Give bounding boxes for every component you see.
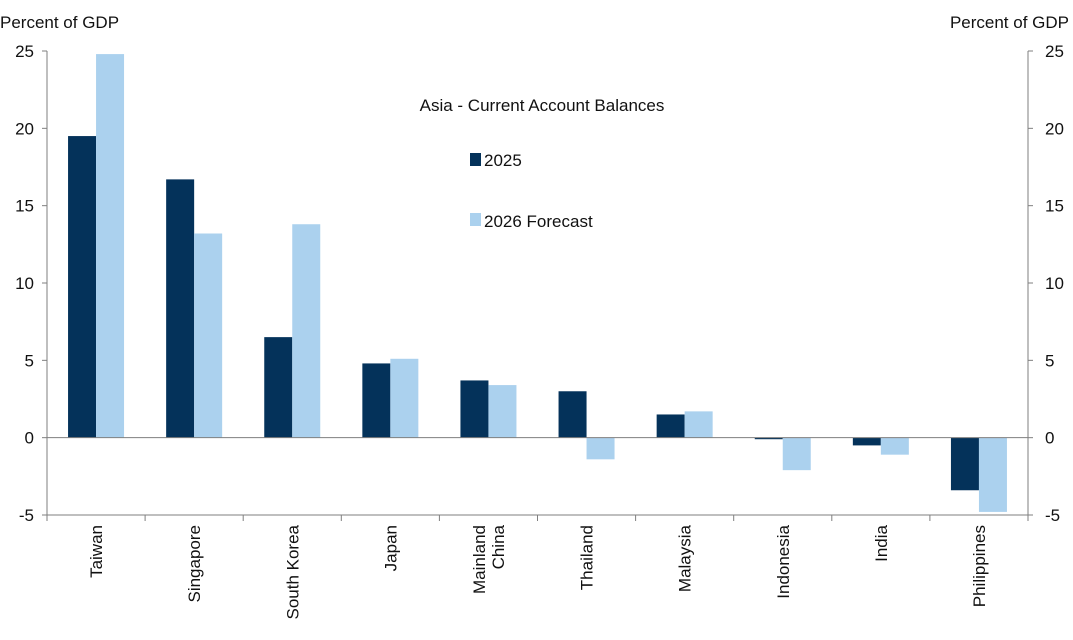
x-tick-label: India	[872, 524, 891, 561]
bar-2026-forecast	[488, 385, 517, 438]
right-y-axis: 25 20 15 10 5 0 -5	[1027, 42, 1064, 525]
bar-2026-forecast	[586, 437, 615, 460]
bar-2025	[362, 363, 391, 438]
right-tick-label: 20	[1045, 119, 1064, 138]
bar-2026-forecast	[390, 358, 419, 438]
left-tick-label: 15	[15, 197, 34, 216]
x-axis	[46, 437, 1029, 521]
left-tick-label: 5	[25, 351, 34, 370]
bar-2025	[754, 437, 783, 440]
legend-swatch-2026-forecast	[470, 213, 481, 226]
left-tick-label: 10	[15, 274, 34, 293]
bar-2025	[558, 391, 587, 438]
left-y-axis: 25 20 15 10 5 0 -5	[15, 42, 48, 525]
left-tick-label: -5	[19, 506, 34, 525]
bar-2025	[656, 414, 685, 438]
right-tick-label: -5	[1045, 506, 1060, 525]
x-tick-label: Indonesia	[774, 524, 793, 598]
right-tick-label: 25	[1045, 42, 1064, 61]
bar-2026-forecast	[194, 233, 223, 438]
x-tick-label: Taiwan	[87, 525, 106, 578]
right-tick-label: 0	[1045, 429, 1054, 448]
x-tick-label: Japan	[381, 525, 400, 571]
left-tick-label: 0	[25, 429, 34, 448]
chart-title: Asia - Current Account Balances	[420, 96, 665, 115]
x-tick-label: Philippines	[970, 525, 989, 607]
x-tick-label: South Korea	[283, 524, 302, 619]
x-tick-label: Malaysia	[676, 524, 695, 592]
bar-2026-forecast	[782, 437, 811, 471]
x-tick-label: Thailand	[578, 525, 597, 590]
right-tick-label: 15	[1045, 197, 1064, 216]
legend-label-2025: 2025	[484, 151, 522, 170]
left-axis-label: Percent of GDP	[0, 13, 119, 32]
x-tick-label: MainlandChina	[470, 524, 508, 594]
x-tick-label: Singapore	[185, 525, 204, 603]
bar-2026-forecast	[96, 54, 125, 438]
bar-2025	[950, 437, 979, 491]
bar-2025	[460, 380, 489, 438]
right-axis-label: Percent of GDP	[950, 13, 1069, 32]
bar-2025	[166, 179, 195, 438]
left-tick-label: 25	[15, 42, 34, 61]
bar-2026-forecast	[684, 411, 713, 438]
left-tick-label: 20	[15, 119, 34, 138]
right-tick-label: 5	[1045, 351, 1054, 370]
legend-swatch-2025	[470, 153, 481, 166]
bars	[68, 54, 1007, 512]
bar-2025	[68, 136, 97, 438]
bar-2025	[852, 437, 881, 446]
bar-2026-forecast	[880, 437, 909, 455]
legend-label-2026-forecast: 2026 Forecast	[484, 212, 593, 231]
legend: 2025 2026 Forecast	[470, 151, 593, 231]
right-tick-label: 10	[1045, 274, 1064, 293]
bar-2025	[264, 337, 293, 438]
bar-2026-forecast	[978, 437, 1007, 512]
bar-2026-forecast	[292, 224, 321, 438]
x-axis-labels: Taiwan Singapore South Korea Japan MainlandC…	[87, 524, 989, 619]
